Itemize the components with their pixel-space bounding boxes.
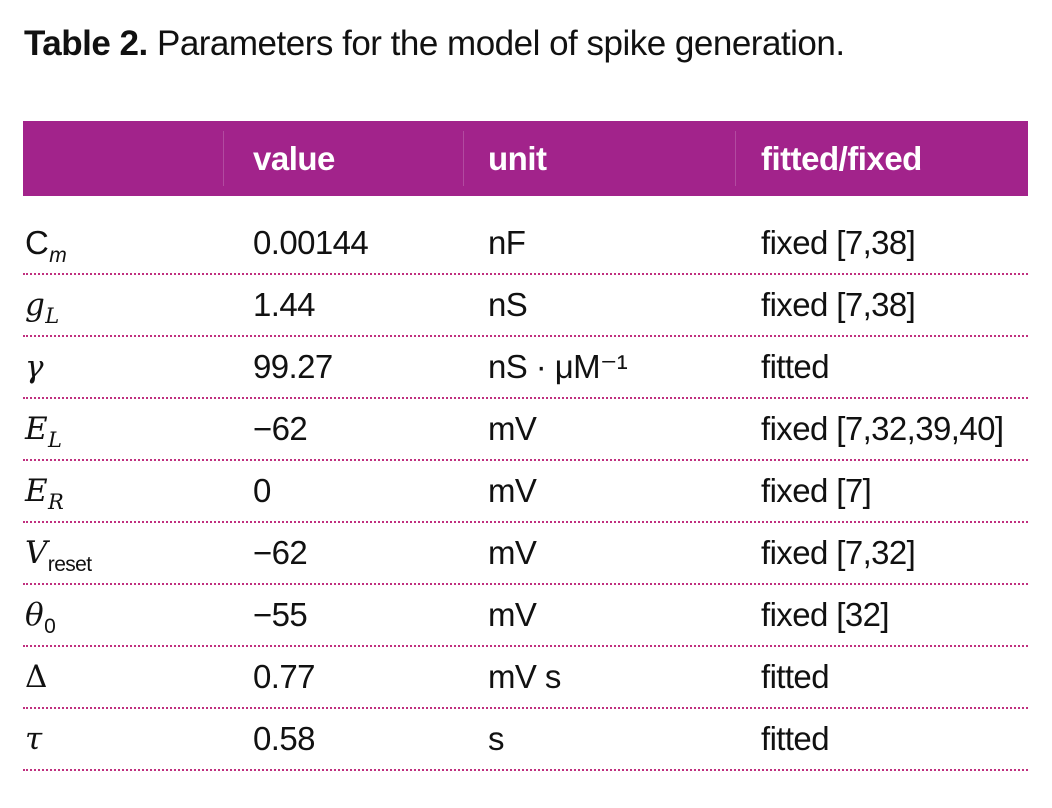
param-symbol-base: τ bbox=[25, 721, 42, 757]
param-unit: s bbox=[488, 720, 505, 757]
param-unit: nS bbox=[488, 286, 528, 323]
table-row: Vreset −62 mV fixed [7,32] bbox=[23, 523, 1028, 585]
header-divider bbox=[735, 131, 736, 186]
table-caption: Table 2. Parameters for the model of spi… bbox=[24, 22, 845, 66]
param-symbol-base: C bbox=[25, 224, 49, 261]
param-value: 99.27 bbox=[253, 348, 333, 385]
param-symbol: θ0 bbox=[25, 585, 56, 645]
param-symbol-base: γ bbox=[25, 349, 44, 385]
param-symbol: Vreset bbox=[25, 523, 92, 583]
parameters-table: value unit fitted/fixed Cm 0.00144 nF fi… bbox=[23, 121, 1028, 771]
param-symbol-subscript: L bbox=[45, 304, 59, 328]
header-fitted-fixed: fitted/fixed bbox=[761, 140, 922, 177]
table-row: gL 1.44 nS fixed [7,38] bbox=[23, 275, 1028, 337]
table-row: Cm 0.00144 nF fixed [7,38] bbox=[23, 213, 1028, 275]
param-unit: mV bbox=[488, 410, 537, 447]
table-row: τ 0.58 s fitted bbox=[23, 709, 1028, 771]
param-value: 1.44 bbox=[253, 286, 315, 323]
header-divider bbox=[223, 131, 224, 186]
header-divider bbox=[463, 131, 464, 186]
param-value: 0.58 bbox=[253, 720, 315, 757]
param-symbol: τ bbox=[25, 709, 42, 769]
table-header: value unit fitted/fixed bbox=[23, 121, 1028, 196]
param-status: fixed [7] bbox=[761, 472, 872, 509]
param-status: fixed [7,32] bbox=[761, 534, 916, 571]
header-unit: unit bbox=[488, 140, 547, 177]
param-unit: mV bbox=[488, 472, 537, 509]
param-symbol: EL bbox=[25, 399, 62, 459]
param-value: 0.00144 bbox=[253, 224, 369, 261]
param-symbol-base: V bbox=[25, 535, 47, 571]
param-status: fitted bbox=[761, 720, 830, 757]
param-value: −55 bbox=[253, 596, 308, 633]
param-status: fixed [7,38] bbox=[761, 224, 916, 261]
param-symbol: γ bbox=[25, 337, 44, 397]
table-row: ER 0 mV fixed [7] bbox=[23, 461, 1028, 523]
param-status: fixed [7,38] bbox=[761, 286, 916, 323]
param-symbol-subscript: 0 bbox=[44, 615, 56, 638]
param-unit: mV bbox=[488, 596, 537, 633]
param-symbol-subscript: L bbox=[48, 428, 62, 452]
table-row: Δ 0.77 mV s fitted bbox=[23, 647, 1028, 709]
param-status: fixed [32] bbox=[761, 596, 890, 633]
table-row: θ0 −55 mV fixed [32] bbox=[23, 585, 1028, 647]
param-status: fixed [7,32,39,40] bbox=[761, 410, 1004, 447]
param-unit: mV s bbox=[488, 658, 561, 695]
param-value: −62 bbox=[253, 410, 308, 447]
table-row: γ 99.27 nS · μM⁻¹ fitted bbox=[23, 337, 1028, 399]
param-unit: mV bbox=[488, 534, 537, 571]
param-symbol-base: Δ bbox=[25, 659, 47, 695]
param-value: 0.77 bbox=[253, 658, 315, 695]
param-symbol-base: g bbox=[25, 287, 45, 323]
param-unit: nS · μM⁻¹ bbox=[488, 348, 628, 385]
param-symbol: ER bbox=[25, 461, 64, 521]
param-symbol: Δ bbox=[25, 647, 47, 707]
param-status: fitted bbox=[761, 348, 830, 385]
param-unit: nF bbox=[488, 224, 526, 261]
table-body: Cm 0.00144 nF fixed [7,38] gL 1.44 nS fi… bbox=[23, 213, 1028, 771]
param-value: 0 bbox=[253, 472, 271, 509]
param-symbol-subscript: R bbox=[48, 490, 64, 514]
param-symbol: Cm bbox=[25, 213, 67, 273]
param-symbol-base: E bbox=[25, 473, 48, 509]
param-symbol-subscript: m bbox=[49, 244, 67, 267]
table-row: EL −62 mV fixed [7,32,39,40] bbox=[23, 399, 1028, 461]
param-symbol: gL bbox=[25, 275, 59, 335]
param-symbol-base: θ bbox=[25, 597, 44, 633]
param-symbol-base: E bbox=[25, 411, 48, 447]
param-symbol-subscript: reset bbox=[47, 553, 92, 576]
param-value: −62 bbox=[253, 534, 308, 571]
param-status: fitted bbox=[761, 658, 830, 695]
header-value: value bbox=[253, 140, 335, 177]
caption-text: Parameters for the model of spike genera… bbox=[156, 24, 845, 63]
caption-label: Table 2. bbox=[24, 24, 148, 63]
